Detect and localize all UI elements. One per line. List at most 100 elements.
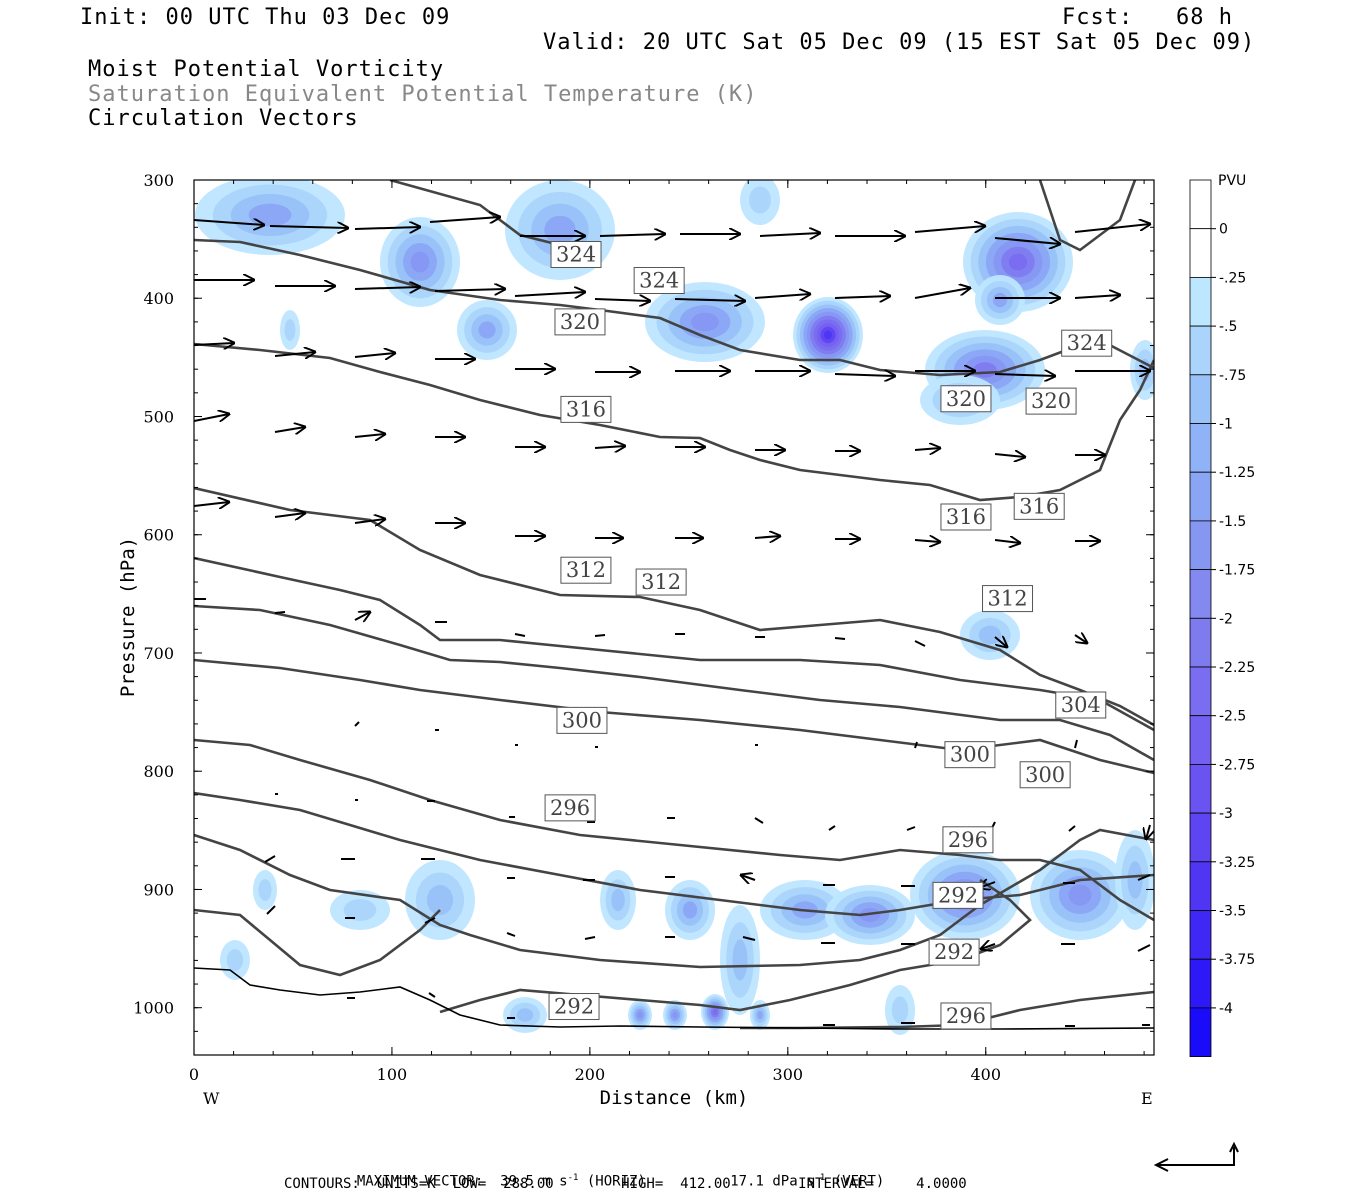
terrain-boundary [194, 967, 1154, 1030]
colorbar-swatch [1189, 325, 1212, 376]
x-axis-label: Distance (km) [600, 1087, 749, 1109]
circulation-vector [742, 936, 756, 941]
circulation-vector [914, 540, 940, 542]
circulation-vector [594, 299, 650, 301]
pv-region [248, 203, 292, 227]
pv-region [1068, 884, 1092, 906]
circulation-vector [834, 296, 890, 298]
x-tick-labels: 0 100 200 300 400 [189, 1065, 1001, 1084]
circulation-vector [599, 234, 665, 236]
circulation-vector [584, 936, 596, 940]
circulation-vector [1068, 825, 1076, 832]
circulation-vector [754, 294, 810, 298]
horiz-tag: (HORIZ) [586, 1173, 646, 1190]
circulation-vector [274, 513, 305, 517]
contour-label: 320 [560, 310, 600, 334]
contour-label: 324 [556, 242, 596, 266]
colorbar-swatch [1189, 374, 1212, 424]
circulation-vector [428, 992, 436, 998]
colorbar-tick-label: -2.75 [1219, 757, 1255, 773]
vert-tag: (VERT) [833, 1173, 885, 1190]
circulation-vector [1074, 739, 1078, 749]
colorbar-tick-label: -2 [1219, 611, 1233, 627]
contour-line [439, 878, 1032, 1014]
contour-label: 312 [566, 558, 606, 582]
circulation-vector [994, 454, 1025, 457]
colorbar-swatch [1189, 179, 1212, 230]
colorbar-swatch [1189, 228, 1212, 278]
circulation-vector [194, 414, 229, 421]
pv-region [973, 362, 997, 378]
colorbar-swatch [1189, 861, 1212, 911]
colorbar-swatch [1189, 276, 1212, 327]
circulation-vector [194, 502, 229, 506]
pv-region [426, 885, 454, 915]
circulation-vector [1074, 224, 1150, 233]
circulation-vector [754, 536, 780, 538]
contour-label: 320 [1031, 389, 1071, 413]
axis-ticks [193, 179, 1154, 1056]
pv-region [258, 879, 272, 901]
colorbar-swatch [1189, 520, 1212, 571]
circulation-vector [506, 932, 516, 937]
y-tick-label: 500 [143, 407, 174, 426]
terrain-line [194, 967, 1154, 1030]
contour-label: 296 [550, 796, 590, 820]
colorbar-tick-label: -.25 [1219, 270, 1246, 286]
contour-label-box [1013, 492, 1065, 520]
x-right-end-label: E [1141, 1089, 1153, 1108]
contour-label: 300 [950, 743, 990, 767]
contour-label-box [1055, 691, 1107, 719]
pv-region [343, 899, 377, 921]
contour-line [194, 556, 1154, 732]
colorbar-tick-label: -3.25 [1219, 855, 1255, 871]
plot-frame [193, 179, 1155, 1056]
contour-line [194, 738, 1154, 922]
circulation-vector [274, 611, 286, 614]
contour-line [194, 791, 1154, 917]
colorbar-swatch [1189, 471, 1212, 522]
pv-region [226, 949, 244, 971]
x-left-end-label: W [203, 1089, 220, 1108]
contour-label: 316 [1019, 494, 1059, 518]
colorbar-units: PVU [1218, 173, 1246, 189]
contour-label-box [932, 881, 984, 909]
colorbar-tick-label: -2.5 [1219, 709, 1246, 725]
circulation-vector [914, 288, 970, 299]
contour-label: 296 [948, 828, 988, 852]
circulation-vector [354, 227, 420, 229]
colorbar-swatch [1189, 617, 1212, 668]
max-vector-line: MAXIMUM VECTOR: 39.5 m s-1 (HORIZ) 17.1 … [340, 1157, 884, 1190]
circulation-vector [914, 741, 918, 749]
contour-line [194, 658, 1154, 775]
circulation-vector [354, 612, 370, 620]
circulation-vector [1074, 635, 1087, 643]
circulation-vector [741, 875, 756, 880]
colorbar-swatch [1189, 910, 1212, 960]
colorbar-swatch [1189, 764, 1212, 814]
circulation-vector [994, 637, 1007, 647]
circulation-vector [754, 817, 764, 824]
circulation-vectors [194, 217, 1151, 1027]
pv-region [637, 1011, 643, 1019]
circulation-vector [594, 446, 625, 448]
pv-region [478, 321, 496, 339]
circulation-vector [981, 944, 996, 949]
circulation-vector [354, 434, 385, 437]
circulation-vector [1137, 944, 1151, 952]
pv-region [891, 996, 909, 1024]
y-tick-label: 600 [143, 526, 174, 545]
y-tick-label: 700 [143, 644, 174, 663]
x-tick-label: 400 [970, 1065, 1001, 1084]
x-tick-label: 100 [377, 1065, 408, 1084]
pv-region [712, 1009, 718, 1015]
contour-label-box [928, 938, 980, 966]
contour-label-box [635, 568, 687, 596]
circulation-vector [828, 825, 836, 831]
colorbar-tick-label: -1.5 [1219, 514, 1246, 530]
contour-info: CONTOURS: UNITS=K LOW= 288.00 HIGH= 412.… [284, 1176, 967, 1192]
pv-region [757, 1010, 763, 1020]
circulation-vector [994, 540, 1020, 543]
contour-label-box [548, 993, 600, 1021]
contour-label-box [560, 395, 612, 423]
